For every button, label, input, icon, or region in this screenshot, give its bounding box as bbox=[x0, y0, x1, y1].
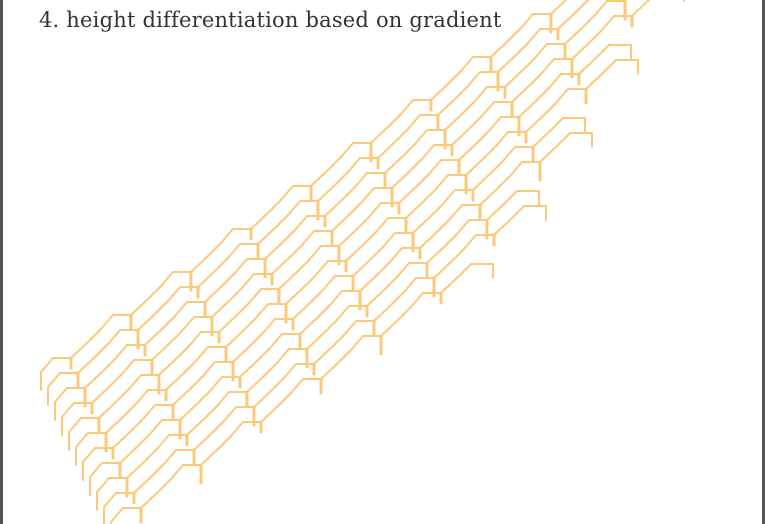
terrace-step-line bbox=[103, 205, 547, 524]
terrace-step-line bbox=[40, 0, 568, 391]
stepped-terrace-diagram bbox=[40, 0, 685, 524]
terrace-step-line bbox=[75, 59, 639, 466]
terrace-step-line bbox=[110, 263, 494, 524]
terrace-step-line bbox=[61, 0, 685, 436]
terrace-row bbox=[110, 263, 494, 524]
terrace-step-line bbox=[47, 0, 590, 406]
terrace-step-line bbox=[89, 132, 593, 496]
terrace-row bbox=[103, 205, 547, 524]
terrace-row bbox=[40, 0, 568, 391]
terrace-step-line bbox=[54, 0, 628, 421]
terrace-row bbox=[61, 0, 685, 436]
terrace-step-line bbox=[96, 190, 540, 511]
terrace-step-line bbox=[82, 117, 586, 481]
terrace-row bbox=[54, 0, 628, 421]
terrace-step-line bbox=[68, 44, 632, 451]
slide-caption: 4. height differentiation based on gradi… bbox=[39, 8, 502, 32]
terrace-row bbox=[89, 132, 593, 496]
